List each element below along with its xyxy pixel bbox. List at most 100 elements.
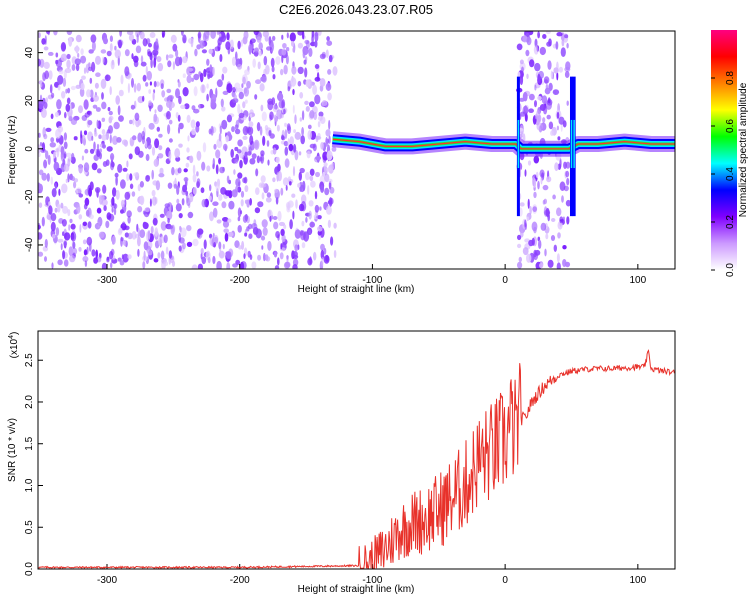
snr-scale-base: (x10 — [9, 338, 20, 358]
noise-blob — [532, 176, 535, 187]
noise-blob — [228, 200, 235, 210]
snr-y-tick-label: 1.5 — [24, 436, 35, 450]
noise-blob — [326, 36, 330, 42]
noise-blob — [234, 82, 241, 90]
noise-blob — [102, 144, 106, 149]
noise-blob — [234, 158, 239, 164]
noise-blob — [146, 70, 152, 81]
noise-blob — [309, 143, 316, 149]
noise-blob — [292, 104, 295, 114]
noise-blob — [196, 171, 199, 177]
noise-blob — [539, 169, 545, 178]
noise-blob — [233, 94, 237, 100]
noise-blob — [80, 55, 87, 64]
noise-blob — [207, 73, 211, 80]
noise-blob — [214, 46, 221, 52]
snr-scale-label: (x104) — [8, 332, 20, 359]
noise-blob — [82, 239, 87, 245]
noise-blob — [256, 155, 260, 164]
noise-blob — [204, 31, 210, 40]
noise-blob — [60, 243, 63, 251]
noise-blob — [47, 154, 51, 166]
noise-blob — [153, 258, 159, 263]
noise-blob — [133, 172, 140, 177]
noise-blob — [293, 129, 296, 134]
noise-blob — [314, 40, 318, 48]
noise-blob — [145, 175, 151, 182]
noise-blob — [52, 233, 56, 239]
noise-blob — [522, 247, 529, 256]
noise-blob — [536, 122, 543, 131]
noise-blob — [331, 162, 335, 170]
noise-blob — [141, 135, 146, 145]
noise-blob — [131, 53, 134, 60]
noise-blob — [281, 234, 286, 242]
noise-blob — [154, 138, 160, 149]
noise-blob — [553, 244, 557, 252]
noise-blob — [260, 104, 264, 112]
noise-blob — [519, 202, 525, 207]
noise-blob — [528, 108, 534, 113]
noise-blob — [275, 156, 280, 164]
noise-blob — [206, 165, 211, 172]
noise-blob — [244, 99, 248, 104]
noise-blob — [191, 264, 198, 269]
noise-blob — [139, 181, 144, 188]
noise-blob — [537, 180, 540, 190]
noise-blob — [301, 127, 304, 136]
noise-blob — [81, 134, 86, 145]
noise-blob — [140, 55, 144, 64]
noise-blob — [206, 58, 210, 66]
noise-blob — [220, 98, 224, 108]
noise-blob — [175, 88, 180, 99]
noise-blob — [171, 167, 175, 176]
noise-blob — [74, 58, 81, 66]
noise-blob — [297, 183, 301, 188]
noise-blob — [276, 124, 280, 132]
noise-blob — [294, 114, 297, 124]
noise-blob — [144, 207, 150, 213]
noise-blob — [43, 46, 49, 51]
noise-blob — [65, 103, 71, 112]
noise-blob — [131, 191, 136, 197]
noise-blob — [182, 87, 189, 97]
noise-blob — [201, 199, 207, 208]
noise-blob — [291, 40, 295, 47]
noise-blob — [91, 135, 94, 141]
noise-blob — [69, 102, 72, 113]
noise-blob — [309, 221, 316, 228]
noise-blob — [237, 40, 241, 50]
snr-x-tick-label: -300 — [97, 575, 117, 586]
noise-blob — [199, 72, 204, 83]
colorbar-label: Normalized spectral amplitude — [738, 82, 749, 217]
noise-blob — [53, 161, 60, 172]
noise-blob — [533, 191, 537, 199]
noise-blob — [100, 78, 107, 89]
noise-blob — [254, 94, 258, 100]
noise-blob — [242, 177, 247, 184]
noise-blob — [322, 171, 326, 177]
noise-blob — [49, 84, 53, 94]
noise-blob — [94, 131, 98, 137]
noise-blob — [71, 234, 75, 241]
noise-blob — [556, 207, 562, 217]
spectrogram-x-tick-label: -200 — [230, 275, 250, 286]
noise-blob — [118, 115, 124, 122]
noise-blob — [109, 86, 112, 96]
noise-blob — [106, 256, 110, 261]
noise-blob — [156, 56, 162, 63]
noise-blob — [289, 219, 293, 230]
noise-blob — [308, 47, 313, 58]
noise-blob — [73, 181, 77, 189]
noise-blob — [261, 219, 268, 228]
noise-blob — [527, 198, 530, 209]
spectrogram-y-tick-label: -20 — [24, 189, 35, 204]
noise-blob — [265, 254, 269, 261]
noise-blob — [209, 64, 213, 73]
noise-blob — [120, 209, 124, 214]
noise-blob — [56, 99, 62, 110]
noise-blob — [54, 182, 58, 190]
noise-blob — [88, 49, 94, 54]
noise-blob — [41, 142, 46, 152]
noise-blob — [256, 122, 261, 132]
